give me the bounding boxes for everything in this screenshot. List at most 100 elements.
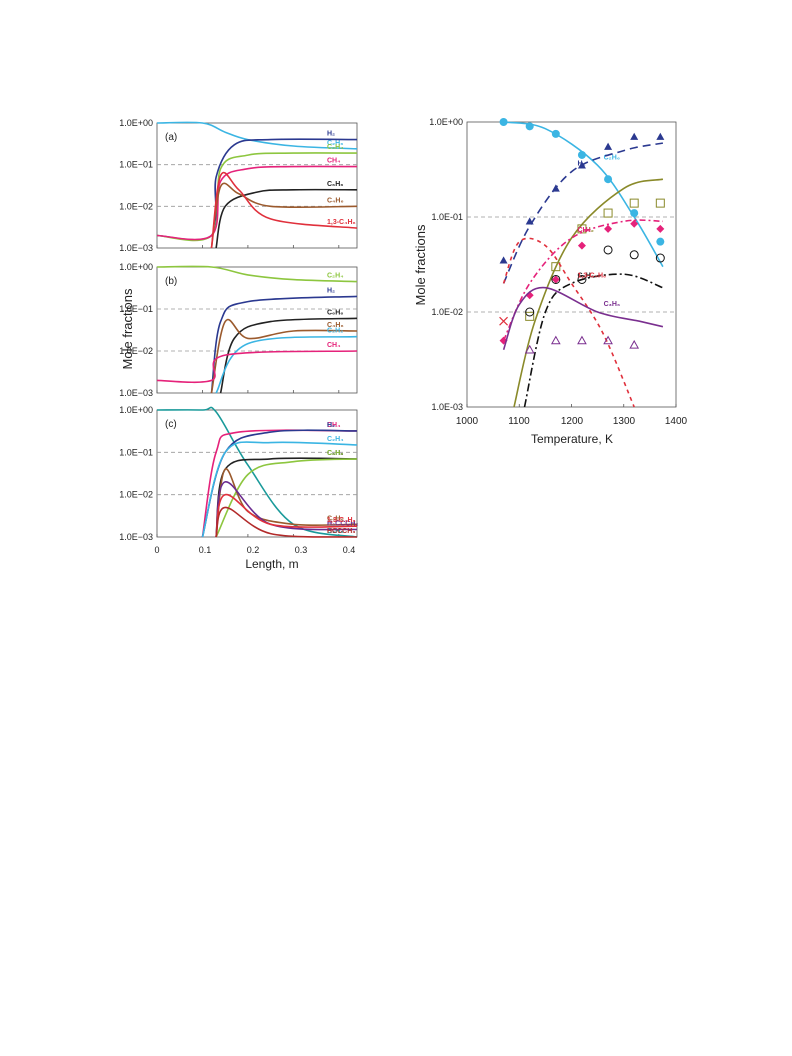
- panel-1: 1.0E+00 1.0E−01 1.0E−02 1.0E−03 (b) C₂H₄ H₂ C₆H…: [119, 262, 358, 398]
- series-line-1,3-C4H6: [210, 171, 358, 249]
- panel-letter: (a): [165, 132, 177, 143]
- series-curve-1,3-C4H6: [502, 237, 635, 408]
- left-x-tick-1: 0.1: [199, 545, 212, 555]
- series-label: C₂H₆: [327, 140, 343, 147]
- right-y-axis-label: Mole fractions: [413, 224, 428, 305]
- series-label: CH₄: [327, 422, 340, 429]
- series-curve-CH4: [502, 219, 663, 341]
- left-x-tick-0: 0: [154, 545, 159, 555]
- marker: [551, 274, 561, 284]
- right-x-tick-2: 1200: [561, 416, 584, 427]
- series-label: C₂H₄: [327, 273, 344, 280]
- marker: [603, 245, 613, 255]
- y-tick-label: 1.0E+00: [119, 405, 153, 415]
- left-y-axis-label: Mole fractions: [120, 288, 135, 369]
- series-line-CH4: [156, 350, 358, 384]
- series-label: C₂H₆: [604, 154, 620, 161]
- right-x-tick-4: 1400: [665, 416, 688, 427]
- marker: [655, 253, 665, 263]
- y-tick-label: 1.0E−01: [119, 304, 153, 314]
- series-label: H₂CCCH₂: [327, 521, 359, 528]
- series-line-H2: [210, 295, 358, 394]
- series-label: H₂: [578, 161, 586, 168]
- marker: [603, 208, 613, 218]
- series-curve-C2H2: [513, 178, 664, 408]
- series-label: CH₄: [327, 158, 340, 165]
- marker: [551, 184, 560, 192]
- marker: [499, 316, 508, 326]
- marker: [603, 335, 613, 345]
- series-line-C2H2: [215, 458, 358, 538]
- y-tick-label: 1.0E-03: [431, 402, 463, 412]
- y-tick-label: 1.0E-02: [431, 307, 463, 317]
- left-x-tick-4: 0.4: [343, 545, 356, 555]
- series-label: C₆H₆: [327, 309, 343, 316]
- right-x-tick-0: 1000: [456, 416, 479, 427]
- left-x-axis-label: Length, m: [245, 557, 298, 571]
- series-line-HCCCH3: [215, 506, 358, 538]
- y-tick-label: 1.0E−01: [119, 160, 153, 170]
- marker: [551, 262, 561, 272]
- series-line-C2H4: [201, 441, 358, 538]
- series-line-C4H6: [210, 182, 358, 249]
- series-line-C4H6: [210, 318, 358, 394]
- marker: [499, 118, 508, 126]
- series-label: C₂H₄: [327, 436, 344, 443]
- series-label: C₂H₂: [327, 450, 343, 457]
- series-label: C₆H₆: [578, 272, 594, 279]
- y-tick-label: 1.0E−03: [119, 243, 153, 253]
- marker: [525, 307, 535, 317]
- marker: [577, 274, 587, 284]
- series-line-1,3-C4H6: [215, 493, 358, 538]
- y-tick-label: 1.0E−02: [119, 346, 153, 356]
- y-tick-label: 1.0E−01: [119, 447, 153, 457]
- y-tick-label: 1.0E+00: [119, 262, 153, 272]
- series-line-C2H6: [156, 121, 358, 150]
- series-label: H₂: [327, 422, 335, 429]
- left-x-tick-3: 0.3: [295, 545, 308, 555]
- panel-frame: [466, 121, 677, 408]
- marker: [551, 275, 560, 284]
- marker: [577, 161, 586, 169]
- panel-right: 1.0E+001.0E-011.0E-021.0E-03C₂H₆H₂C₂H₂CH…: [429, 117, 677, 412]
- marker: [577, 150, 586, 159]
- marker: [550, 335, 561, 345]
- right-x-axis-label: Temperature, K: [531, 432, 613, 446]
- series-line-C2H4: [156, 265, 358, 283]
- panel-2: 1.0E+001.0E−011.0E−021.0E−03(c)C₃H₈CH₄H₂…: [119, 405, 358, 542]
- series-label: C₂H₂: [327, 328, 343, 335]
- series-label: C₃H₈: [327, 528, 344, 535]
- marker: [655, 198, 665, 208]
- marker: [525, 122, 534, 131]
- panel-letter: (c): [165, 419, 177, 430]
- marker: [630, 219, 639, 228]
- series-label: 1,3-C₄H₆: [578, 272, 607, 279]
- series-curve-C3H6: [502, 286, 664, 351]
- y-tick-label: 1.0E−03: [119, 532, 153, 542]
- marker: [629, 250, 639, 260]
- marker: [525, 311, 535, 321]
- series-label: CH₄: [327, 342, 340, 349]
- y-tick-label: 1.0E−03: [119, 388, 153, 398]
- series-label: C₆H₆: [327, 450, 343, 457]
- series-label: CH₄: [578, 227, 591, 234]
- y-tick-label: 1.0E-01: [431, 212, 463, 222]
- marker: [499, 256, 508, 264]
- series-line-C6H6: [215, 188, 358, 249]
- series-line-H2CCCH2: [215, 481, 358, 538]
- series-line-C2H2: [215, 335, 358, 394]
- marker: [656, 132, 665, 140]
- panel-letter: (b): [165, 276, 177, 287]
- series-label: 1,3-C₄H₆: [327, 517, 356, 524]
- series-label: H₂: [327, 131, 335, 138]
- series-line-C6H6: [219, 317, 358, 394]
- marker: [630, 209, 639, 218]
- series-label: HCCCH₃: [327, 528, 356, 535]
- series-label: C₃H₆: [604, 301, 621, 308]
- marker: [551, 129, 560, 138]
- panel-frame: [156, 122, 358, 249]
- marker: [656, 224, 665, 233]
- marker: [629, 339, 640, 349]
- series-label: C₄H₆: [327, 197, 344, 204]
